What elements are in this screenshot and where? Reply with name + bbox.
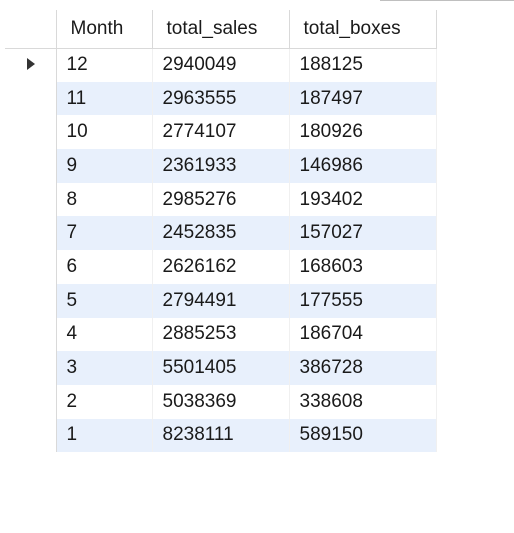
top-divider bbox=[380, 0, 514, 4]
table-row[interactable]: 7 2452835 157027 bbox=[5, 216, 437, 251]
cell-month[interactable]: 1 bbox=[56, 418, 153, 453]
table-row[interactable]: 6 2626162 168603 bbox=[5, 250, 437, 284]
cell-month[interactable]: 4 bbox=[56, 317, 153, 352]
cell-month[interactable]: 11 bbox=[56, 81, 153, 116]
table-row[interactable]: 2 5038369 338608 bbox=[5, 384, 437, 419]
cell-total-sales[interactable]: 2626162 bbox=[152, 250, 290, 284]
row-selector[interactable] bbox=[5, 149, 57, 183]
row-selector[interactable] bbox=[5, 250, 57, 284]
column-header-month[interactable]: Month bbox=[56, 10, 153, 49]
cell-total-sales[interactable]: 2885253 bbox=[152, 317, 290, 352]
cell-total-boxes[interactable]: 168603 bbox=[289, 250, 437, 284]
cell-total-boxes[interactable]: 186704 bbox=[289, 317, 437, 352]
table-row[interactable]: 3 5501405 386728 bbox=[5, 351, 437, 385]
row-selector-header[interactable] bbox=[5, 10, 57, 49]
table-row[interactable]: 8 2985276 193402 bbox=[5, 182, 437, 217]
cell-month[interactable]: 3 bbox=[56, 351, 153, 385]
cell-total-boxes[interactable]: 157027 bbox=[289, 216, 437, 251]
result-grid: Month total_sales total_boxes 12 2940049… bbox=[5, 10, 437, 453]
cell-total-boxes[interactable]: 180926 bbox=[289, 115, 437, 150]
cell-month[interactable]: 9 bbox=[56, 149, 153, 183]
row-selector[interactable] bbox=[5, 115, 57, 150]
cell-total-sales[interactable]: 2963555 bbox=[152, 81, 290, 116]
row-selector[interactable] bbox=[5, 283, 57, 318]
cell-month[interactable]: 8 bbox=[56, 182, 153, 217]
cell-total-sales[interactable]: 5038369 bbox=[152, 384, 290, 419]
row-selector[interactable] bbox=[5, 182, 57, 217]
row-pointer-icon bbox=[27, 58, 36, 71]
table-row[interactable]: 5 2794491 177555 bbox=[5, 283, 437, 318]
column-header-total-sales[interactable]: total_sales bbox=[152, 10, 290, 49]
row-selector[interactable] bbox=[5, 418, 57, 453]
cell-total-boxes[interactable]: 589150 bbox=[289, 418, 437, 453]
row-selector[interactable] bbox=[5, 384, 57, 419]
cell-total-boxes[interactable]: 193402 bbox=[289, 182, 437, 217]
cell-month[interactable]: 6 bbox=[56, 250, 153, 284]
cell-total-sales[interactable]: 2940049 bbox=[152, 48, 290, 82]
cell-total-sales[interactable]: 8238111 bbox=[152, 418, 290, 453]
table-row[interactable]: 4 2885253 186704 bbox=[5, 317, 437, 352]
cell-total-boxes[interactable]: 177555 bbox=[289, 283, 437, 318]
cell-month[interactable]: 7 bbox=[56, 216, 153, 251]
table-row[interactable]: 9 2361933 146986 bbox=[5, 149, 437, 183]
cell-total-sales[interactable]: 2361933 bbox=[152, 149, 290, 183]
header-row: Month total_sales total_boxes bbox=[5, 10, 437, 49]
cell-total-boxes[interactable]: 386728 bbox=[289, 351, 437, 385]
cell-total-boxes[interactable]: 146986 bbox=[289, 149, 437, 183]
row-selector[interactable] bbox=[5, 317, 57, 352]
table-row[interactable]: 10 2774107 180926 bbox=[5, 115, 437, 150]
cell-total-boxes[interactable]: 338608 bbox=[289, 384, 437, 419]
row-selector[interactable] bbox=[5, 48, 57, 82]
cell-month[interactable]: 5 bbox=[56, 283, 153, 318]
cell-total-sales[interactable]: 5501405 bbox=[152, 351, 290, 385]
table-row[interactable]: 12 2940049 188125 bbox=[5, 48, 437, 82]
row-selector[interactable] bbox=[5, 351, 57, 385]
cell-total-sales[interactable]: 2452835 bbox=[152, 216, 290, 251]
row-selector[interactable] bbox=[5, 216, 57, 251]
column-header-total-boxes[interactable]: total_boxes bbox=[289, 10, 437, 49]
cell-total-sales[interactable]: 2774107 bbox=[152, 115, 290, 150]
cell-total-sales[interactable]: 2794491 bbox=[152, 283, 290, 318]
cell-total-sales[interactable]: 2985276 bbox=[152, 182, 290, 217]
cell-total-boxes[interactable]: 187497 bbox=[289, 81, 437, 116]
row-selector[interactable] bbox=[5, 81, 57, 116]
table-row[interactable]: 1 8238111 589150 bbox=[5, 418, 437, 453]
cell-month[interactable]: 10 bbox=[56, 115, 153, 150]
cell-month[interactable]: 2 bbox=[56, 384, 153, 419]
table-row[interactable]: 11 2963555 187497 bbox=[5, 81, 437, 116]
cell-month[interactable]: 12 bbox=[56, 48, 153, 82]
cell-total-boxes[interactable]: 188125 bbox=[289, 48, 437, 82]
